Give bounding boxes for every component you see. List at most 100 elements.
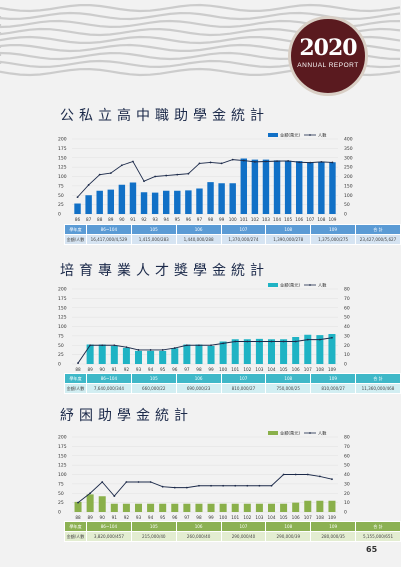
table-cell: 1,390,000/278 xyxy=(265,234,312,245)
table-cell: 690,000/23 xyxy=(175,383,222,394)
bar xyxy=(280,339,288,364)
bar xyxy=(243,339,251,364)
x-tick-label: 94 xyxy=(148,515,154,520)
y-tick-label: 100 xyxy=(58,472,67,478)
line-point xyxy=(77,501,79,504)
line-point xyxy=(76,196,79,199)
line-point xyxy=(294,473,297,476)
table-cell: 109 xyxy=(310,521,357,532)
x-tick-label: 94 xyxy=(164,217,170,222)
bar xyxy=(292,337,300,364)
line-point xyxy=(331,478,333,481)
line-point xyxy=(234,484,237,487)
line-point xyxy=(331,336,333,339)
x-tick-label: 107 xyxy=(306,217,314,222)
line-point xyxy=(306,338,309,341)
table-cell: 106 xyxy=(175,224,222,235)
table-cell: 108 xyxy=(265,521,312,532)
line-point xyxy=(154,175,157,178)
line-point xyxy=(306,473,309,476)
bar xyxy=(316,500,324,512)
line-point xyxy=(89,344,92,347)
x-tick-label: 106 xyxy=(292,515,300,520)
legend-bar-label: 金額(萬元) xyxy=(280,282,300,289)
x-tick-label: 107 xyxy=(304,515,312,520)
y-tick-label: 175 xyxy=(58,146,67,152)
x-tick-label: 98 xyxy=(196,515,202,520)
x-tick-label: 108 xyxy=(317,217,325,222)
table-cell: 260,000/40 xyxy=(175,531,222,542)
y-tick-label: 0 xyxy=(58,510,61,516)
series-line xyxy=(77,337,333,364)
x-tick-label: 104 xyxy=(268,515,276,520)
table-cell: 109 xyxy=(310,373,356,384)
y-tick-label: 125 xyxy=(58,165,67,171)
line-point xyxy=(98,173,101,176)
line-point xyxy=(176,173,179,176)
bar xyxy=(240,158,248,214)
chart-relief-grant: 200 80 175 70 150 60 125 50 100 40 75 30 50 20 25 10 0 0 金… xyxy=(0,430,401,550)
x-tick-label: 100 xyxy=(229,217,237,222)
table-cell: 86~104 xyxy=(85,521,132,532)
y2-tick-label: 300 xyxy=(344,155,353,161)
x-tick-label: 91 xyxy=(112,367,118,372)
y-tick-label: 25 xyxy=(58,352,64,358)
y2-tick-label: 20 xyxy=(344,343,350,349)
table-cell: 86~104 xyxy=(85,373,132,384)
y2-tick-label: 60 xyxy=(344,305,350,311)
line-point xyxy=(270,484,273,487)
x-tick-label: 109 xyxy=(328,217,336,222)
table-cell: 11,360,000/468 xyxy=(355,383,401,394)
bar xyxy=(86,344,94,364)
x-tick-label: 106 xyxy=(292,367,300,372)
table-cell: 105 xyxy=(130,224,177,235)
line-point xyxy=(198,162,201,165)
x-tick-label: 88 xyxy=(75,515,81,520)
bar xyxy=(98,496,106,512)
table-cell: 金額/人數 xyxy=(64,383,87,394)
x-tick-label: 90 xyxy=(100,515,106,520)
chart-scholarship-highschool: 200 400 175 350 150 300 125 250 100 200 75 150 50 100… xyxy=(0,130,401,250)
y-tick-label: 100 xyxy=(58,324,67,330)
bar xyxy=(86,494,94,512)
bar xyxy=(219,503,227,512)
y-tick-label: 150 xyxy=(58,305,67,311)
annual-report-badge: 2020 ANNUAL REPORT xyxy=(288,16,368,96)
bar xyxy=(98,344,106,364)
line-point xyxy=(149,349,152,351)
bar xyxy=(151,192,159,214)
line-point xyxy=(276,160,278,163)
table-cell: 280,000/35 xyxy=(310,531,357,542)
bar xyxy=(295,161,303,214)
legend-bar-swatch xyxy=(268,133,278,137)
table-cell: 1,415,000/283 xyxy=(130,234,177,245)
bar xyxy=(207,346,215,364)
x-tick-label: 94 xyxy=(148,367,154,372)
line-point xyxy=(173,486,176,489)
line-point xyxy=(149,481,152,483)
x-tick-label: 99 xyxy=(219,217,225,222)
y-tick-label: 25 xyxy=(58,500,64,506)
line-point xyxy=(234,340,237,343)
x-tick-label: 103 xyxy=(255,515,263,520)
bar xyxy=(243,503,251,512)
table-cell: 810,000/27 xyxy=(220,383,267,394)
y2-tick-label: 70 xyxy=(344,444,350,450)
x-tick-label: 90 xyxy=(100,367,106,372)
bar xyxy=(251,159,259,214)
line-point xyxy=(320,160,323,163)
table-cell: 23,427,000/5,627 xyxy=(355,234,401,245)
line-point xyxy=(220,162,223,165)
legend-line-marker xyxy=(309,284,311,286)
x-tick-label: 96 xyxy=(172,515,178,520)
table-cell: 105 xyxy=(130,521,177,532)
bar xyxy=(267,339,276,364)
bar xyxy=(316,335,324,364)
y2-tick-label: 0 xyxy=(344,510,347,516)
x-tick-label: 102 xyxy=(243,367,251,372)
table-cell: 1,375,000/275 xyxy=(310,234,356,245)
x-tick-label: 105 xyxy=(280,515,288,520)
y-tick-label: 50 xyxy=(58,343,64,349)
bar xyxy=(185,190,192,214)
